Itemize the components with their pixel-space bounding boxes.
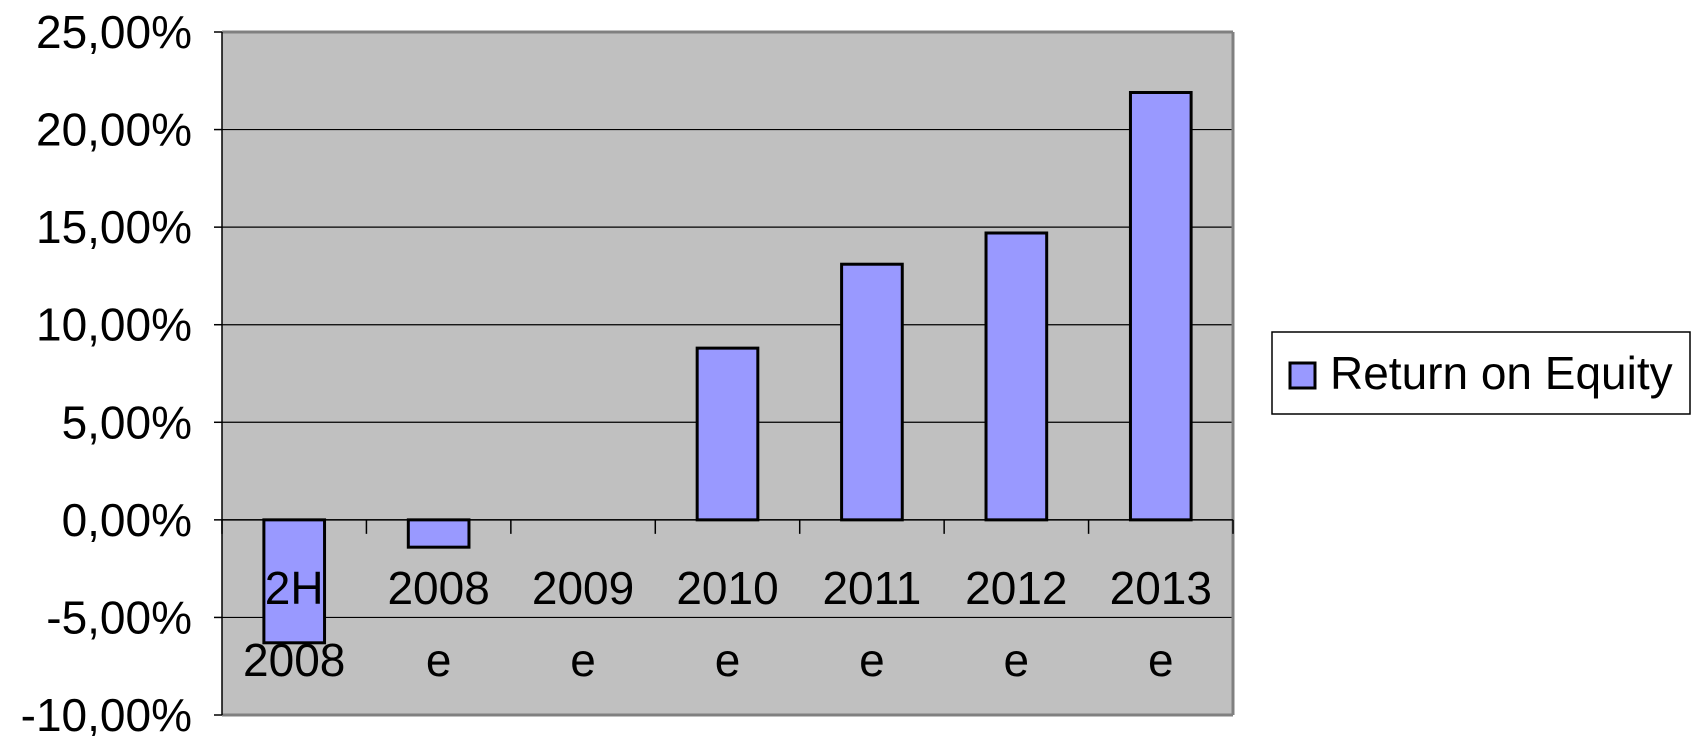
bar: [695, 346, 760, 522]
x-tick-label: e: [1148, 634, 1174, 686]
x-tick-label: e: [426, 634, 452, 686]
x-tick-label: 2008: [243, 634, 345, 686]
legend-label: Return on Equity: [1330, 347, 1673, 399]
x-tick-label: 2009: [532, 562, 634, 614]
x-tick-label: 2H: [265, 562, 324, 614]
x-tick-label: e: [570, 634, 596, 686]
y-tick-label: 5,00%: [62, 396, 192, 448]
legend-swatch: [1288, 361, 1317, 390]
plot-area-group: -10,00% -5,00% 0,00% 5,00% 10,00% 15,00% 20,00…: [21, 6, 1235, 736]
bar: [262, 518, 327, 645]
y-tick-label: -5,00%: [46, 591, 192, 643]
x-tick-label: e: [1004, 634, 1030, 686]
x-tick-label: 2010: [676, 562, 778, 614]
y-tick-label: 25,00%: [36, 6, 192, 58]
y-tick-label: 10,00%: [36, 299, 192, 351]
bar: [406, 518, 471, 549]
x-tick-label: 2012: [965, 562, 1067, 614]
bar: [984, 231, 1049, 522]
x-tick-label: 2013: [1110, 562, 1212, 614]
y-tick-label: 15,00%: [36, 201, 192, 253]
x-tick-label: 2011: [822, 562, 921, 614]
y-tick-label: -10,00%: [21, 689, 192, 736]
legend: Return on Equity: [1271, 331, 1691, 415]
y-tick-label: 20,00%: [36, 104, 192, 156]
x-tick-label: 2008: [387, 562, 489, 614]
bar: [840, 262, 904, 522]
x-tick-label: e: [715, 634, 741, 686]
y-tick-label: 0,00%: [62, 494, 192, 546]
x-tick-label: e: [859, 634, 885, 686]
legend-box: [1271, 331, 1691, 415]
bar: [1128, 90, 1193, 522]
